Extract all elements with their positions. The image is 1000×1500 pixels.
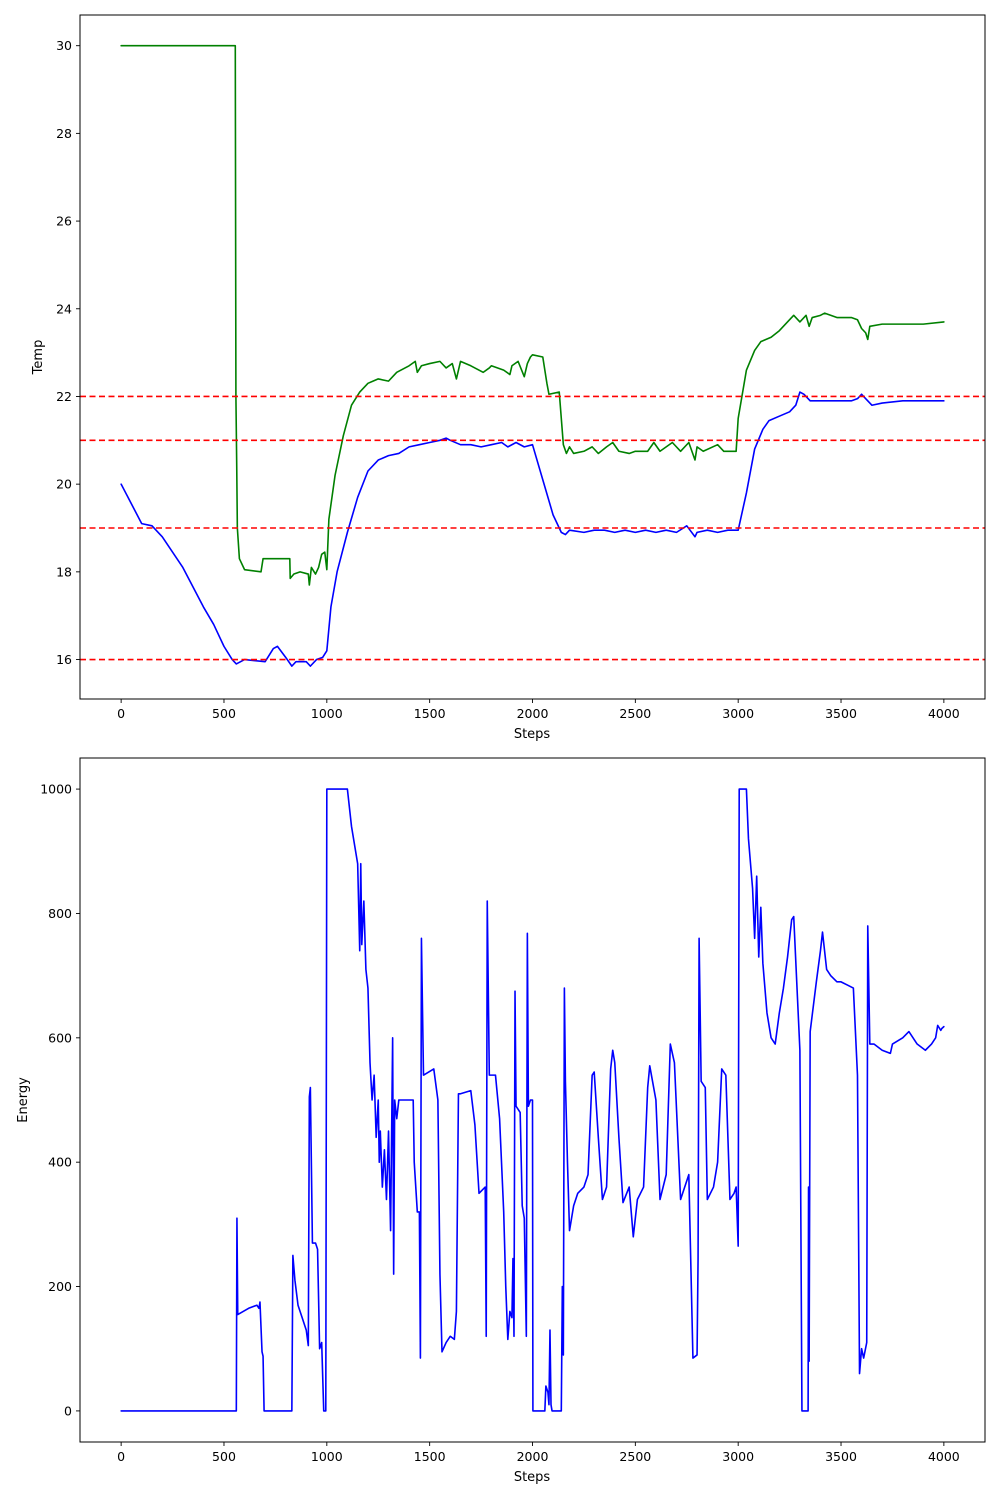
temp-x-tick-label: 4000: [928, 706, 960, 721]
temp-x-axis-label: Steps: [514, 727, 551, 742]
energy-series-line-0: [120, 788, 945, 1412]
temp-x-tick-label: 0: [117, 706, 125, 721]
energy-x-tick-label: 3500: [825, 1449, 857, 1464]
temp-x-tick-label: 3500: [825, 706, 857, 721]
energy-x-tick-label: 2500: [619, 1449, 651, 1464]
energy-y-tick-label: 800: [48, 906, 72, 921]
temp-series-line-1: [120, 391, 945, 667]
energy-x-tick-label: 1000: [311, 1449, 343, 1464]
energy-plot-content: [120, 788, 945, 1412]
temp-x-tick-label: 1500: [414, 706, 446, 721]
energy-x-axis-label: Steps: [514, 1470, 551, 1485]
temp-y-tick-label: 28: [56, 126, 72, 141]
temp-y-tick-label: 18: [56, 564, 72, 579]
temp-y-tick-label: 22: [56, 389, 72, 404]
temp-x-tick-label: 2000: [517, 706, 549, 721]
temp-x-tick-label: 1000: [311, 706, 343, 721]
energy-x-tick-label: 4000: [928, 1449, 960, 1464]
temp-y-tick-label: 20: [56, 477, 72, 492]
energy-x-tick-label: 2000: [517, 1449, 549, 1464]
energy-axis-ticks: 0 500 1000 1500 2000 2500 3000 3500 4000 0 200 400 6…: [40, 782, 960, 1464]
energy-y-tick-label: 0: [64, 1403, 72, 1418]
temp-chart-panel: 0 500 1000 1500 2000 2500 3000 3500 4000 16 18 20 22…: [31, 14, 986, 742]
energy-x-tick-label: 1500: [414, 1449, 446, 1464]
energy-x-tick-label: 500: [212, 1449, 236, 1464]
temp-x-tick-label: 2500: [619, 706, 651, 721]
energy-y-axis-label: Energy: [16, 1077, 31, 1123]
temp-y-tick-label: 26: [56, 214, 72, 229]
temp-plot-content: [80, 44, 985, 667]
temp-x-tick-label: 500: [212, 706, 236, 721]
temp-y-axis-label: Temp: [31, 340, 46, 376]
energy-chart-panel: 0 500 1000 1500 2000 2500 3000 3500 4000 0 200 400 6…: [16, 757, 986, 1485]
temp-series-line-0: [120, 44, 945, 586]
temp-axis-ticks: 0 500 1000 1500 2000 2500 3000 3500 4000 16 18 20 22…: [56, 38, 960, 721]
energy-y-tick-label: 600: [48, 1030, 72, 1045]
energy-y-tick-label: 1000: [40, 782, 72, 797]
energy-x-tick-label: 3000: [722, 1449, 754, 1464]
temp-x-tick-label: 3000: [722, 706, 754, 721]
temp-y-tick-label: 16: [56, 652, 72, 667]
energy-y-tick-label: 400: [48, 1155, 72, 1170]
temp-y-tick-label: 24: [56, 301, 72, 316]
energy-y-tick-label: 200: [48, 1279, 72, 1294]
temp-y-tick-label: 30: [56, 38, 72, 53]
energy-x-tick-label: 0: [117, 1449, 125, 1464]
